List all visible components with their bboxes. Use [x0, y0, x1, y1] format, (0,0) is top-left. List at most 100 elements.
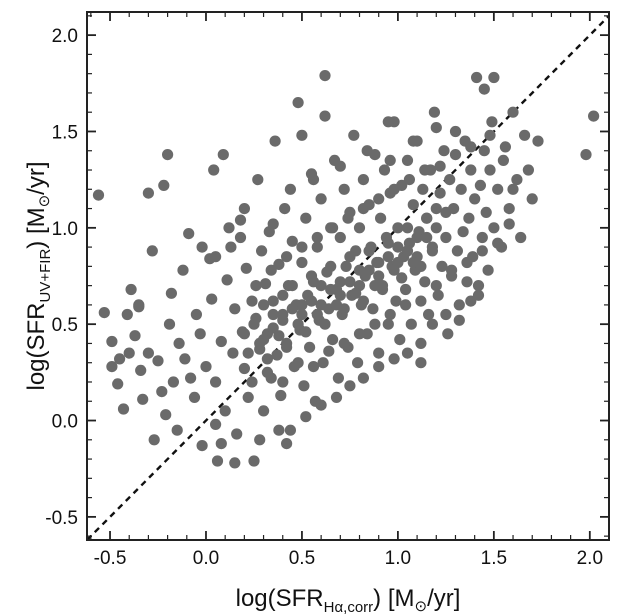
- data-point: [265, 264, 277, 276]
- data-point: [388, 264, 400, 276]
- data-point: [348, 129, 360, 141]
- data-point: [210, 376, 222, 388]
- data-point: [352, 357, 364, 369]
- data-point: [238, 203, 250, 215]
- data-point: [296, 256, 308, 269]
- data-point: [300, 326, 312, 338]
- x-tick-label: 1.0: [385, 548, 411, 569]
- data-point: [428, 106, 440, 118]
- data-point: [296, 308, 308, 321]
- data-point: [305, 270, 318, 282]
- data-point: [492, 237, 504, 249]
- data-point: [286, 235, 298, 247]
- data-point: [327, 334, 339, 346]
- y-tick-label: 0.0: [52, 412, 78, 433]
- data-point: [334, 289, 346, 301]
- data-point: [478, 83, 490, 95]
- data-point: [256, 245, 268, 257]
- data-point: [411, 231, 423, 244]
- data-point: [135, 364, 147, 376]
- data-point: [173, 337, 185, 349]
- data-point: [196, 241, 208, 253]
- data-point: [217, 149, 229, 161]
- data-point: [279, 203, 291, 215]
- data-point: [472, 280, 485, 292]
- data-point: [478, 145, 490, 157]
- data-point: [492, 183, 504, 195]
- data-point: [426, 241, 438, 253]
- data-point: [526, 193, 538, 205]
- data-point: [261, 353, 273, 365]
- plot-frame: [86, 11, 610, 541]
- data-point: [522, 164, 535, 176]
- x-tick-label: 0.0: [193, 548, 219, 569]
- data-point: [190, 308, 202, 321]
- data-point: [304, 341, 316, 353]
- x-tick-label: 0.5: [289, 548, 315, 569]
- y-axis-label-suffix: ) [M: [23, 207, 50, 248]
- data-point: [338, 183, 350, 195]
- data-point: [252, 174, 264, 186]
- data-point: [334, 160, 346, 172]
- data-point: [148, 434, 160, 446]
- data-point: [307, 174, 320, 186]
- data-point: [315, 193, 327, 205]
- y-tick-label: -0.5: [45, 508, 78, 529]
- data-point: [476, 245, 488, 257]
- data-point: [223, 222, 235, 234]
- data-point: [188, 391, 201, 403]
- data-point: [580, 149, 592, 161]
- data-point: [258, 405, 270, 417]
- data-point: [440, 231, 452, 244]
- y-axis-label-main: log(SFR: [23, 302, 50, 390]
- data-point: [114, 353, 126, 365]
- y-tick-label: 0.5: [52, 315, 78, 336]
- data-point: [305, 295, 318, 307]
- data-point: [400, 299, 412, 311]
- data-point: [240, 262, 252, 274]
- data-point: [357, 203, 369, 215]
- data-point: [242, 391, 254, 403]
- x-tick-label: 2.0: [577, 548, 603, 569]
- data-point: [277, 314, 289, 326]
- data-point: [451, 245, 463, 257]
- data-point: [430, 122, 442, 134]
- data-point: [384, 308, 396, 321]
- data-point: [423, 308, 435, 321]
- data-point: [248, 455, 260, 467]
- data-point: [250, 280, 262, 292]
- data-point: [503, 218, 515, 230]
- data-point: [376, 283, 389, 296]
- data-point: [382, 251, 394, 263]
- data-point: [440, 308, 452, 321]
- data-point: [277, 376, 289, 388]
- data-point: [106, 361, 118, 373]
- data-point: [123, 347, 135, 359]
- data-point: [503, 203, 515, 215]
- data-point: [497, 154, 509, 166]
- data-point: [507, 183, 519, 195]
- data-point: [238, 362, 250, 375]
- data-point: [471, 71, 483, 84]
- data-point: [350, 287, 362, 299]
- data-point: [511, 174, 523, 186]
- data-point: [388, 183, 400, 195]
- data-point: [342, 212, 354, 224]
- data-point: [163, 318, 176, 330]
- data-point: [465, 295, 477, 307]
- data-point: [421, 212, 433, 224]
- data-point: [432, 289, 444, 301]
- data-point: [261, 366, 273, 378]
- data-point: [373, 361, 385, 373]
- data-point: [461, 276, 473, 288]
- data-point: [363, 264, 375, 276]
- data-point: [200, 361, 212, 373]
- data-point: [117, 403, 130, 415]
- data-point: [146, 245, 158, 257]
- data-point: [378, 164, 391, 176]
- data-point: [363, 245, 375, 257]
- data-point: [344, 380, 356, 392]
- data-point: [396, 272, 408, 284]
- data-point: [311, 231, 323, 244]
- data-point: [361, 328, 373, 340]
